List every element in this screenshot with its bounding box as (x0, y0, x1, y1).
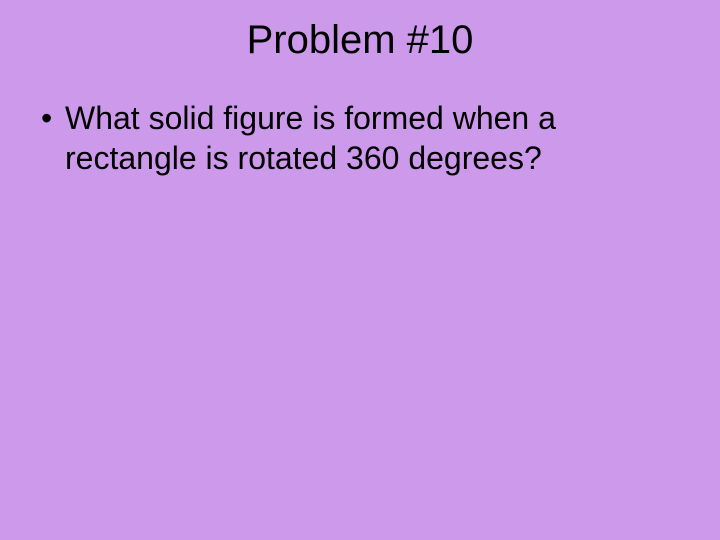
bullet-item: What solid figure is formed when a recta… (35, 98, 660, 178)
slide-container: Problem #10 What solid figure is formed … (0, 0, 720, 540)
bullet-list: What solid figure is formed when a recta… (0, 98, 720, 178)
slide-title: Problem #10 (0, 18, 720, 63)
